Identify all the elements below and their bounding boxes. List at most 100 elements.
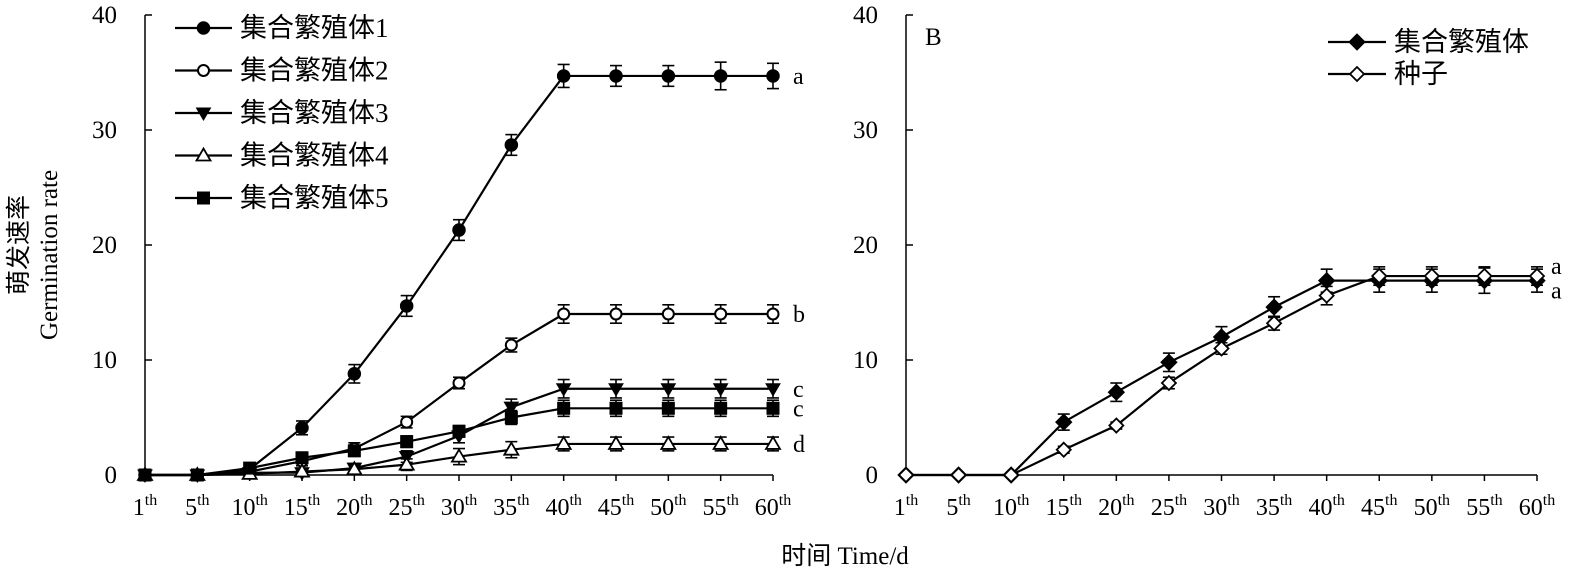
- data-point: [766, 401, 780, 415]
- data-point: [502, 440, 520, 456]
- x-tick-label: 45th: [1361, 492, 1397, 521]
- y-axis-title-en: Germination rate: [36, 170, 63, 340]
- x-tick-label: 55th: [702, 492, 738, 521]
- data-point: [609, 69, 623, 83]
- x-tick-label: 1th: [894, 492, 918, 521]
- data-point: [608, 383, 624, 397]
- y-tick-label: 0: [866, 462, 879, 489]
- series-1: a: [897, 267, 1562, 484]
- data-point: [714, 401, 728, 415]
- panel-a-chart: 0 10 20 30 40 1th 5th 10th 15th 20th 25th 30th 35th 4…: [92, 2, 805, 521]
- data-point: [400, 435, 414, 449]
- data-point: [347, 367, 362, 381]
- panel-label: B: [925, 24, 942, 51]
- data-point: [556, 69, 571, 83]
- data-point: [766, 307, 780, 321]
- legend-entry: 集合繁殖体4: [175, 141, 389, 171]
- series-1: a: [138, 61, 804, 482]
- data-point: [607, 435, 625, 450]
- x-tick-label: 10th: [993, 492, 1029, 521]
- data-point: [1476, 267, 1493, 285]
- data-point: [766, 69, 780, 83]
- data-point: [1107, 383, 1126, 401]
- data-point: [347, 444, 361, 458]
- legend-entry: 集合繁殖体5: [175, 183, 389, 213]
- y-tick-label: 30: [853, 117, 878, 144]
- data-point: [555, 435, 573, 450]
- x-tick-label: 15th: [284, 492, 320, 521]
- y-tick-label: 30: [92, 117, 117, 144]
- series-3: c: [137, 377, 804, 483]
- data-point: [452, 223, 466, 237]
- legend-label: 集合繁殖体5: [240, 183, 389, 213]
- data-point: [609, 307, 623, 321]
- significance-label: b: [793, 302, 805, 328]
- data-point: [243, 461, 257, 475]
- data-point: [1108, 417, 1125, 434]
- data-point: [138, 468, 152, 482]
- x-tick-label: 50th: [1414, 492, 1450, 521]
- data-point: [555, 383, 572, 397]
- x-tick-label: 30th: [441, 492, 477, 521]
- data-point: [190, 468, 204, 482]
- data-point: [659, 435, 677, 450]
- data-point: [1213, 340, 1230, 357]
- data-point: [609, 401, 623, 415]
- data-point: [661, 307, 675, 321]
- data-point: [712, 435, 730, 450]
- data-point: [398, 455, 416, 471]
- y-axis-title-zh: 萌发速率: [5, 195, 33, 295]
- legend-entry: 集合繁殖体1: [175, 13, 389, 43]
- data-point: [1160, 353, 1178, 372]
- legend-marker: [195, 107, 212, 121]
- data-point: [950, 466, 967, 484]
- legend-marker: [1348, 65, 1366, 83]
- x-tick-label: 15th: [1046, 492, 1082, 521]
- data-point: [660, 383, 677, 397]
- data-point: [399, 299, 414, 313]
- data-point: [345, 460, 363, 476]
- data-point: [1423, 267, 1441, 285]
- x-tick-label: 20th: [1098, 492, 1134, 521]
- data-point: [1528, 267, 1546, 285]
- series-line: [906, 279, 1537, 477]
- series-line: [906, 274, 1537, 477]
- data-point: [295, 451, 309, 465]
- legend-marker: [1348, 33, 1366, 51]
- x-tick-label: 60th: [755, 492, 791, 521]
- significance-label: c: [793, 377, 804, 403]
- legend-label: 集合繁殖体1: [240, 13, 389, 43]
- significance-label: a: [1551, 254, 1562, 280]
- data-point: [503, 401, 520, 416]
- data-point: [400, 415, 414, 429]
- data-point: [712, 383, 729, 397]
- data-point: [557, 401, 571, 415]
- data-point: [1002, 466, 1020, 484]
- y-tick-label: 40: [853, 2, 878, 29]
- y-tick-label: 40: [92, 2, 117, 29]
- data-point: [504, 138, 519, 152]
- data-point: [765, 383, 781, 397]
- data-point: [1318, 287, 1335, 304]
- x-tick-label: 10th: [231, 492, 267, 521]
- series-2: b: [138, 302, 805, 482]
- legend-marker: [197, 64, 210, 77]
- series-line: [145, 74, 773, 477]
- x-tick-label: 45th: [598, 492, 634, 521]
- data-point: [897, 466, 915, 484]
- x-axis-title: 时间 Time/d: [781, 542, 909, 570]
- x-tick-label: 25th: [1151, 492, 1187, 521]
- panel-b-chart: 0 10 20 30 40 1th 5th 10th 15th 20th 25th 30th 35th 4…: [853, 2, 1562, 521]
- y-tick-label: 0: [105, 462, 118, 489]
- data-point: [764, 435, 782, 450]
- data-point: [1370, 267, 1388, 285]
- data-point: [1055, 413, 1073, 431]
- legend-marker: [196, 21, 211, 35]
- legend-entry: 种子: [1328, 59, 1448, 89]
- x-tick-label: 25th: [388, 492, 424, 521]
- x-tick-label: 5th: [185, 492, 209, 521]
- legend-label: 种子: [1394, 59, 1448, 89]
- data-point: [1055, 441, 1073, 458]
- significance-label: d: [793, 432, 805, 458]
